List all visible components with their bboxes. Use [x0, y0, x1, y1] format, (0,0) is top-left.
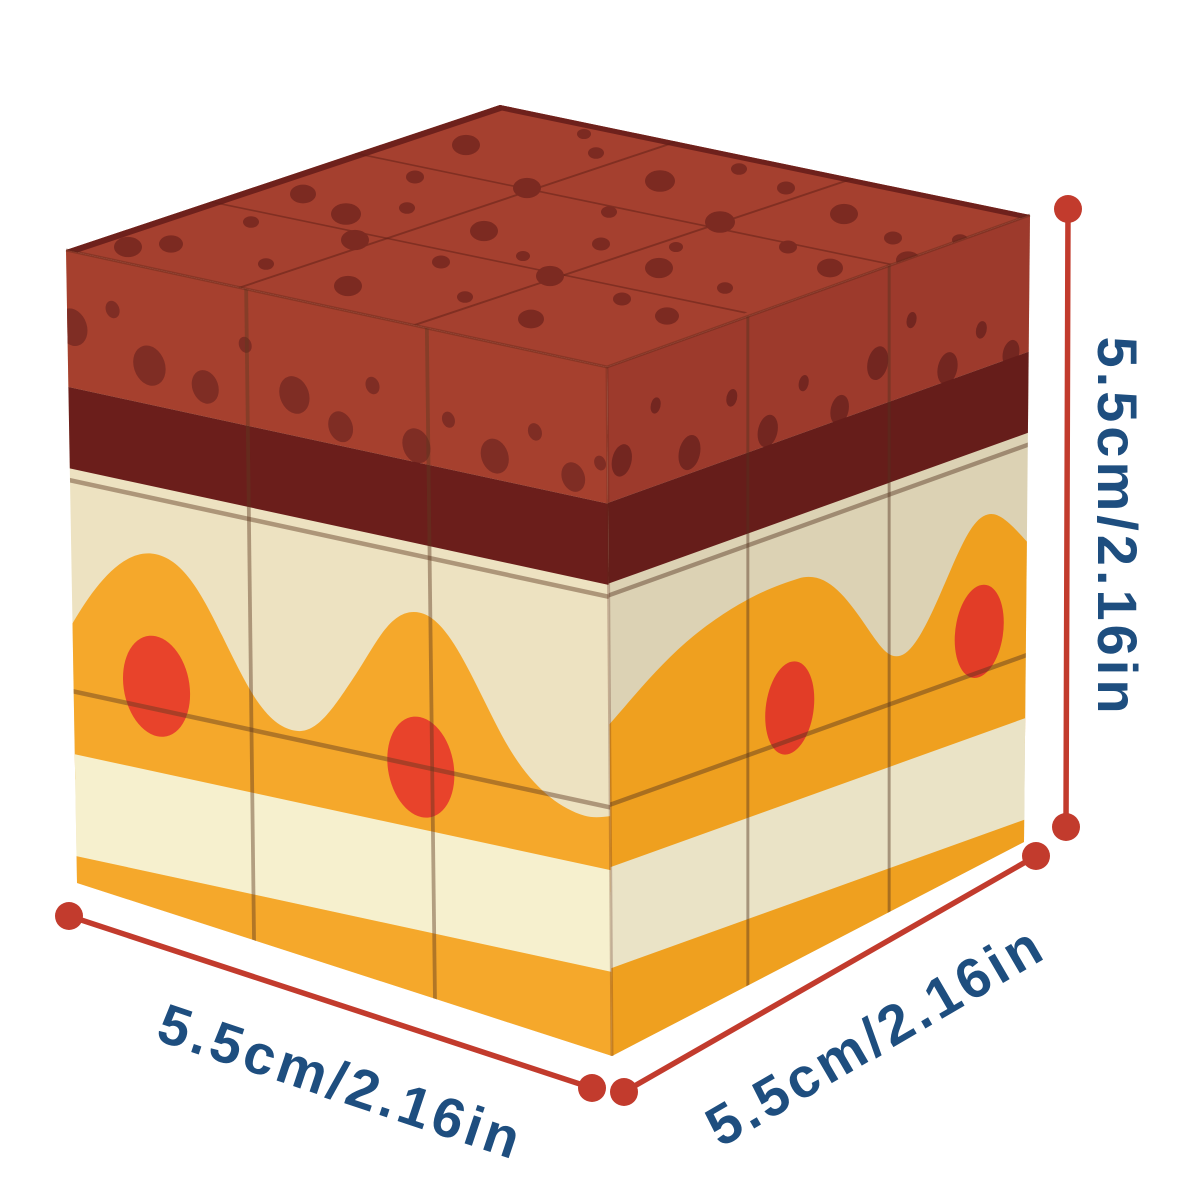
right-face-seams	[607, 258, 1030, 1041]
pattern-dot	[975, 321, 987, 339]
pattern-dot	[777, 181, 795, 195]
pattern-dot	[592, 237, 610, 251]
pattern-dot	[645, 170, 675, 192]
pattern-dot	[678, 434, 701, 471]
pattern-dot	[365, 376, 380, 395]
pattern-dot	[470, 220, 498, 242]
pattern-dot	[452, 134, 480, 156]
left-fruit-dots	[122, 635, 455, 818]
pattern-dot	[779, 240, 797, 254]
pattern-dot	[594, 455, 607, 471]
pattern-dot	[279, 376, 310, 414]
right-cocoa-band	[607, 215, 1030, 508]
pattern-dot	[457, 291, 473, 303]
pattern-dot	[726, 389, 738, 407]
pattern-dot	[402, 428, 431, 464]
pattern-dot	[655, 307, 679, 325]
pattern-dot	[884, 231, 902, 245]
pattern-dot	[66, 308, 88, 346]
pattern-dot	[114, 236, 142, 258]
pattern-dot	[613, 292, 631, 306]
left-chocolate-band	[66, 383, 612, 589]
pattern-dot	[516, 250, 530, 262]
pattern-dot	[480, 438, 509, 474]
depth-dimension-line	[621, 853, 1039, 1095]
pattern-dot	[238, 336, 252, 353]
pattern-dot	[513, 177, 541, 199]
pattern-dot	[399, 202, 415, 214]
right-fruit-dots	[765, 584, 1004, 755]
pattern-dot	[601, 206, 617, 218]
pattern-dot	[334, 275, 362, 297]
height-dimension-label: 5.5cm/2.16in	[1086, 336, 1149, 717]
pattern-dot	[243, 216, 259, 228]
pattern-dot	[441, 411, 455, 428]
pattern-dot	[817, 258, 843, 278]
pattern-dot	[432, 255, 450, 269]
top-cocoa-dots	[114, 128, 968, 329]
pattern-dot	[906, 311, 917, 329]
pattern-dot	[650, 397, 661, 414]
pattern-dot	[645, 257, 673, 279]
top-face-seams	[203, 139, 893, 326]
pattern-dot	[561, 462, 586, 492]
pattern-dot	[406, 170, 424, 184]
pattern-dot	[577, 128, 591, 140]
pattern-dot	[122, 635, 191, 737]
pattern-dot	[387, 716, 455, 818]
dimension-lines	[66, 206, 1071, 1095]
pattern-dot	[341, 229, 369, 251]
pattern-dot	[765, 661, 815, 755]
pattern-dot	[705, 211, 735, 233]
pattern-dot	[830, 394, 849, 425]
pattern-dot	[105, 300, 120, 319]
pattern-dot	[133, 345, 166, 386]
pattern-dot	[258, 258, 274, 270]
pattern-dot	[159, 235, 183, 253]
right-custard-wave	[607, 514, 1030, 898]
pattern-dot	[331, 203, 361, 225]
cube-edges	[65, 213, 1031, 1057]
pattern-dot	[536, 265, 564, 287]
pattern-dot	[830, 203, 858, 225]
left-cocoa-band-dots	[66, 300, 607, 492]
pattern-dot	[518, 309, 544, 329]
right-chocolate-band	[607, 346, 1030, 589]
pattern-dot	[954, 584, 1004, 678]
pattern-dot	[290, 184, 316, 204]
left-custard-wave	[66, 553, 612, 900]
cube-left-face	[66, 250, 612, 1056]
pattern-dot	[731, 163, 747, 175]
pattern-dot	[798, 375, 809, 392]
pattern-dot	[937, 352, 958, 385]
right-pale-stripe	[607, 711, 1030, 975]
left-face-seams	[66, 281, 612, 1056]
dimension-endpoint-dots	[55, 195, 1082, 1106]
pattern-dot	[527, 423, 542, 441]
left-cocoa-band	[66, 250, 612, 508]
width-dimension-line	[66, 913, 595, 1091]
left-pale-stripe	[66, 750, 612, 976]
pattern-dot	[328, 411, 354, 443]
pattern-dot	[611, 444, 632, 477]
pattern-dot	[669, 241, 683, 253]
pattern-dot	[867, 346, 889, 381]
height-dimension-line	[1063, 206, 1071, 830]
pattern-dot	[191, 370, 219, 404]
pattern-dot	[717, 282, 733, 294]
cube-right-face	[607, 215, 1030, 1056]
pattern-dot	[588, 147, 604, 159]
pattern-dot	[757, 414, 778, 448]
